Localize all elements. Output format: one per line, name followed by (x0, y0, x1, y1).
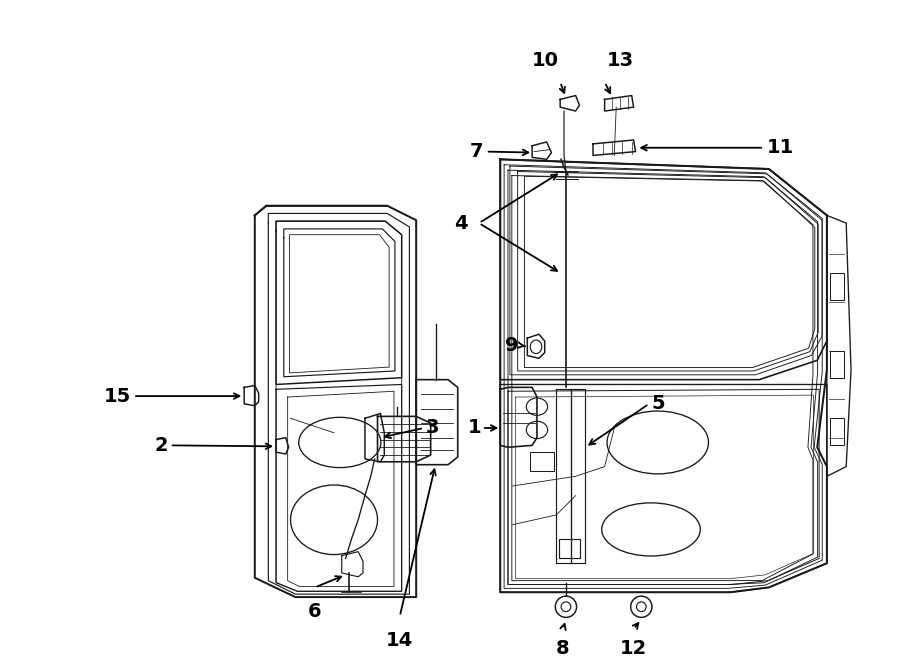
Text: 4: 4 (454, 214, 467, 233)
Text: 14: 14 (386, 631, 413, 650)
Text: 12: 12 (620, 639, 647, 658)
Text: 15: 15 (104, 387, 131, 406)
Text: 8: 8 (556, 639, 570, 658)
Text: 10: 10 (532, 52, 559, 71)
Text: 11: 11 (767, 138, 794, 157)
Text: 3: 3 (426, 418, 439, 438)
Text: 5: 5 (651, 395, 664, 413)
Text: 1: 1 (468, 418, 482, 438)
Text: 2: 2 (154, 436, 167, 455)
Text: 9: 9 (505, 336, 518, 356)
Text: 6: 6 (308, 602, 321, 621)
Text: 13: 13 (607, 52, 634, 71)
Text: 7: 7 (470, 142, 483, 161)
